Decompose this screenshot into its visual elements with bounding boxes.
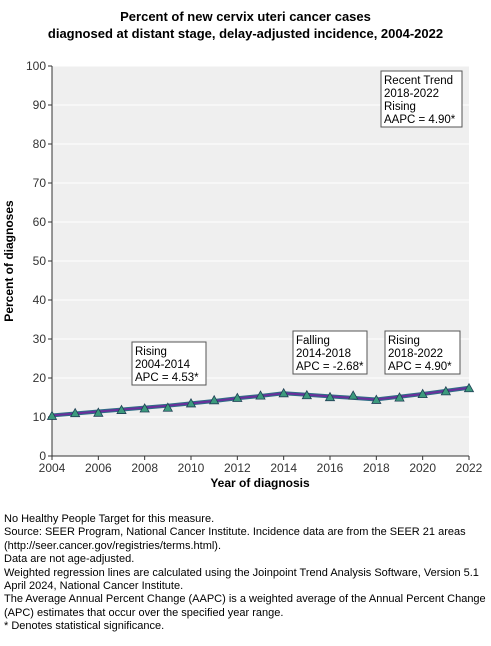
y-axis-label: Percent of diagnoses [2,200,16,322]
annotation-frame [292,330,368,375]
footnote: Weighted regression lines are calculated… [4,566,479,593]
x-axis-label: Year of diagnosis [210,476,310,490]
data-point [440,385,452,396]
footnote: The Average Annual Percent Change (AAPC)… [4,593,486,619]
y-tick-label: 60 [33,215,47,229]
data-point [46,410,58,420]
data-point [278,387,289,398]
data-point [93,407,104,417]
data-point [417,388,428,398]
annotation-text: APC = 4.53* [135,372,199,384]
x-tick-label: 2022 [456,461,483,475]
data-point [232,392,243,402]
chart-title-line-1: Percent of new cervix uteri cancer cases [120,9,371,24]
data-point [116,404,127,414]
x-tick-label: 2014 [270,461,297,475]
annotation-frame [131,341,207,386]
annotation-text: 2018-2022 [388,348,443,360]
data-point [185,398,197,408]
x-tick-label: 2006 [85,461,112,475]
annotation-text: Recent Trend [384,75,453,87]
y-tick-label: 40 [33,293,47,307]
annotation-text: 2004-2014 [135,359,191,371]
data-point [324,391,336,402]
annotation-text: Rising [135,346,167,358]
annotation-text: 2018-2022 [384,88,439,100]
annotation-frame [384,330,461,375]
x-tick-label: 2020 [409,461,436,475]
axes: 0 10 20 30 40 50 60 70 80 90 100 2004 2006 2008 2010 20… [26,59,483,475]
data-point [371,394,382,404]
annotation-text: 2014-2018 [296,348,351,360]
annotation-frame [380,70,463,128]
data-point [394,392,405,402]
gridlines [52,65,469,418]
y-tick-label: 90 [33,98,47,112]
annotation-text: Falling [296,335,330,347]
data-point [162,402,174,412]
data-point [347,390,359,400]
annotation-text: APC = 4.90* [388,361,452,373]
y-tick-label: 80 [33,137,47,151]
annotation-text: Rising [384,101,416,113]
x-tick-label: 2018 [363,461,390,475]
data-point [69,407,81,418]
footnotes: No Healthy People Target for this measur… [4,513,488,634]
annotation-text: Rising [388,335,420,347]
annotation-text: APC = -2.68* [296,361,364,373]
data-point [463,382,475,393]
chart-title-line-2: diagnosed at distant stage, delay-adjust… [47,26,444,41]
chart-title: Percent of new cervix uteri cancer cases… [0,8,491,42]
y-tick-label: 0 [39,449,46,463]
footnote: Data are not age-adjusted. [4,553,135,566]
data-point [139,403,150,413]
y-tick-label: 10 [33,410,47,424]
x-tick-label: 2012 [224,461,251,475]
x-tick-label: 2010 [178,461,205,475]
y-tick-label: 70 [33,176,47,190]
footnote: * Denotes statistical significance. [4,620,165,633]
annotation-text: AAPC = 4.90* [384,114,456,126]
x-tick-label: 2008 [131,461,158,475]
x-tick-label: 2016 [317,461,344,475]
data-point [301,389,313,400]
footnote: Source: SEER Program, National Cancer In… [4,526,466,552]
y-tick-label: 100 [26,59,46,73]
data-point [255,390,266,400]
x-tick-label: 2004 [39,461,66,475]
data-point [208,394,220,405]
y-tick-label: 30 [33,332,47,346]
y-tick-label: 20 [33,371,47,385]
footnote: No Healthy People Target for this measur… [4,513,215,525]
series-layer [46,382,475,420]
line-chart: 0 10 20 30 40 50 60 70 80 90 100 2004 2006 2008 2010 20… [2,59,483,490]
y-tick-label: 50 [33,254,47,268]
